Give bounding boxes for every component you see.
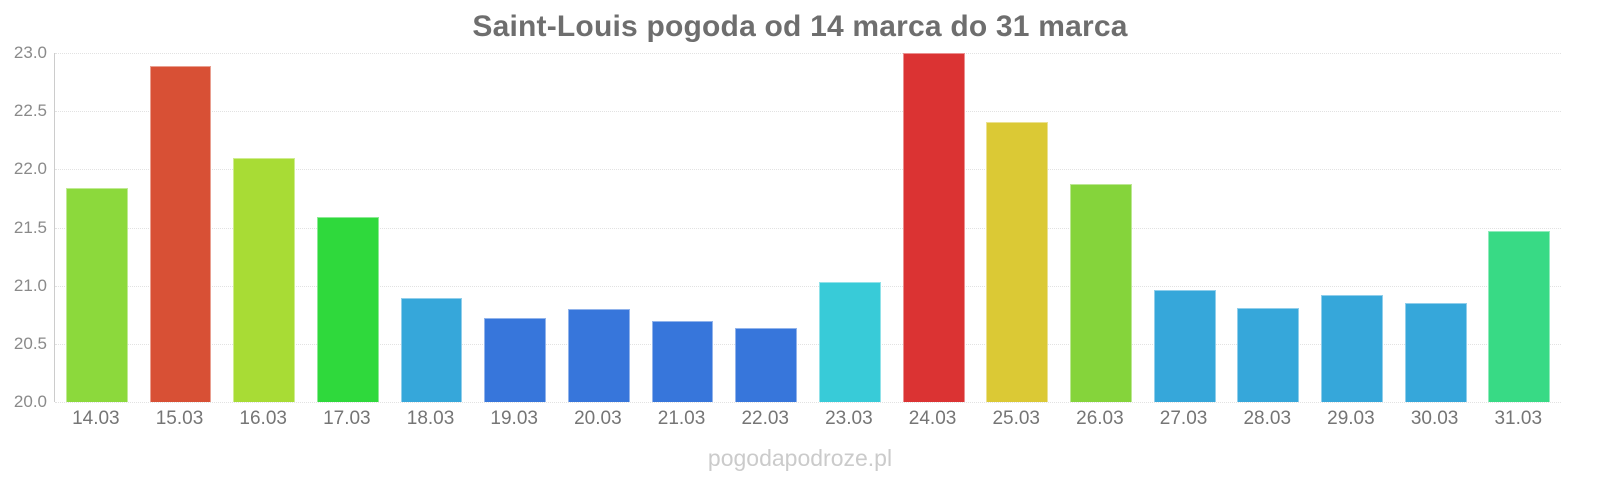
x-axis-labels: 14.03 15.03 16.03 17.03 18.03 19.03 20.03 21.03… [54,408,1560,430]
bar-slot [1143,53,1227,402]
bar-22.03 [735,327,798,402]
gridline [55,285,1561,287]
gridline [55,402,1561,403]
bar-slot [892,53,976,402]
gridline [55,169,1561,171]
bar-slot [55,53,139,402]
bar-28.03 [1237,307,1300,402]
bar-slot [808,53,892,402]
gridline [55,111,1561,113]
bar-slot [1310,53,1394,402]
bar-26.03 [1069,184,1132,402]
x-tick-label: 23.03 [825,408,873,429]
bar-slot [641,53,725,402]
bar-27.03 [1153,290,1216,402]
bar-slot [1394,53,1478,402]
x-tick-label: 30.03 [1410,408,1459,429]
bar-25.03 [986,121,1049,402]
gridline [55,53,1561,54]
x-tick-label: 16.03 [239,408,287,429]
y-tick-label: 20.0 [13,392,47,411]
bar-30.03 [1404,303,1467,402]
x-tick-label: 21.03 [657,408,706,429]
x-tick-label: 26.03 [1076,408,1124,429]
bar-21.03 [651,320,714,402]
x-tick-label: 17.03 [323,408,371,429]
x-tick-label: 15.03 [155,408,204,429]
x-tick-label: 25.03 [992,408,1040,429]
bar-17.03 [316,217,379,402]
y-tick-label: 21.0 [13,275,47,295]
bar-slot [1059,53,1143,402]
gridline [55,227,1561,229]
bar-slot [557,53,641,402]
bar-slot [139,53,223,402]
x-tick-label: 27.03 [1159,408,1208,429]
gridline [55,343,1561,345]
watermark-text: pogodapodroze.pl [707,445,893,471]
bar-slot [473,53,557,402]
x-tick-label: 19.03 [490,408,538,429]
bar-20.03 [567,308,630,402]
bar-slot [306,53,390,402]
x-tick-label: 18.03 [406,408,455,429]
bar-slot [724,53,808,402]
y-tick-label: 22.5 [13,101,47,121]
bar-slot [1477,53,1561,402]
x-tick-label: 28.03 [1243,408,1292,429]
bar-slot [390,53,474,402]
y-tick-label: 22.0 [13,159,47,179]
bar-18.03 [400,298,463,402]
bars-row [55,53,1561,402]
x-tick-label: 31.03 [1494,408,1543,429]
bar-29.03 [1320,294,1383,402]
bar-slot [222,53,306,402]
chart-title: Saint-Louis pogoda od 14 marca do 31 mar… [472,10,1128,43]
x-tick-label: 29.03 [1327,408,1375,429]
bar-16.03 [233,157,296,402]
y-tick-label: 23.0 [13,43,47,62]
x-tick-label: 24.03 [908,408,957,429]
x-tick-label: 14.03 [72,408,120,429]
bar-14.03 [65,187,128,402]
y-tick-label: 20.5 [13,333,47,353]
bar-slot [1226,53,1310,402]
plot-area: 20.0 20.5 21.0 21.5 22.0 22.5 23.0 [14,43,1561,411]
bar-23.03 [818,282,881,402]
y-tick-label: 21.5 [13,217,47,237]
bar-19.03 [484,318,547,402]
x-tick-label: 20.03 [574,408,622,429]
bar-31.03 [1488,231,1551,402]
x-tick-label: 22.03 [741,408,789,429]
bar-slot [975,53,1059,402]
bar-15.03 [149,65,212,402]
bar-24.03 [902,53,965,402]
